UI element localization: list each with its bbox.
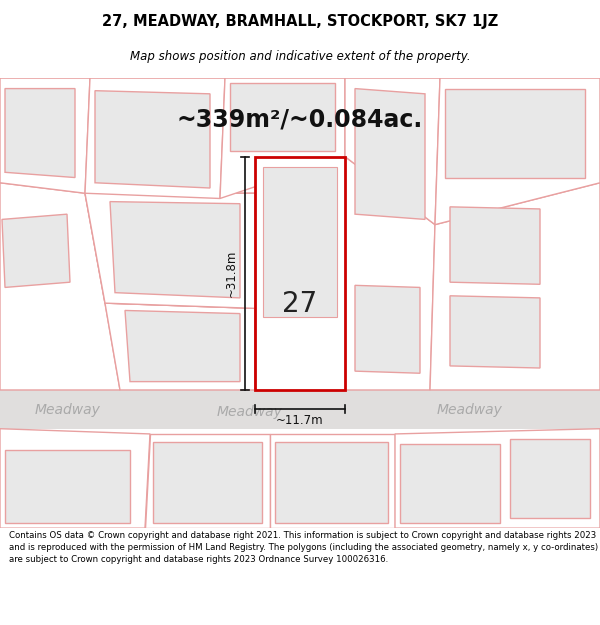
Polygon shape: [450, 207, 540, 284]
Polygon shape: [0, 390, 600, 429]
Polygon shape: [153, 442, 262, 523]
Polygon shape: [2, 214, 70, 288]
Polygon shape: [5, 449, 130, 523]
Polygon shape: [5, 89, 75, 177]
Polygon shape: [435, 78, 600, 224]
Text: Meadway: Meadway: [35, 403, 101, 417]
Polygon shape: [85, 193, 255, 308]
Text: Map shows position and indicative extent of the property.: Map shows position and indicative extent…: [130, 50, 470, 62]
Text: Meadway: Meadway: [437, 403, 503, 417]
Polygon shape: [263, 167, 337, 317]
Polygon shape: [510, 439, 590, 518]
Text: Contains OS data © Crown copyright and database right 2021. This information is : Contains OS data © Crown copyright and d…: [9, 531, 598, 564]
Polygon shape: [445, 89, 585, 177]
Polygon shape: [275, 442, 388, 523]
Polygon shape: [220, 78, 345, 199]
Polygon shape: [450, 296, 540, 368]
Text: ~11.7m: ~11.7m: [276, 414, 324, 427]
Polygon shape: [85, 193, 255, 390]
Polygon shape: [85, 78, 225, 199]
Text: Meadway: Meadway: [217, 405, 283, 419]
Polygon shape: [230, 83, 335, 151]
Polygon shape: [0, 78, 90, 193]
Polygon shape: [430, 182, 600, 390]
Polygon shape: [255, 157, 345, 390]
Polygon shape: [0, 182, 120, 390]
Polygon shape: [145, 434, 270, 528]
Polygon shape: [125, 311, 240, 382]
Text: ~31.8m: ~31.8m: [224, 249, 238, 297]
Text: ~339m²/~0.084ac.: ~339m²/~0.084ac.: [177, 108, 423, 132]
Polygon shape: [355, 286, 420, 373]
Polygon shape: [105, 303, 255, 390]
Polygon shape: [400, 444, 500, 523]
Polygon shape: [95, 91, 210, 188]
Polygon shape: [0, 429, 150, 528]
Polygon shape: [270, 434, 395, 528]
Polygon shape: [345, 157, 435, 390]
Text: 27: 27: [283, 289, 317, 318]
Polygon shape: [355, 89, 425, 219]
Polygon shape: [395, 429, 600, 528]
Polygon shape: [110, 202, 240, 298]
Text: 27, MEADWAY, BRAMHALL, STOCKPORT, SK7 1JZ: 27, MEADWAY, BRAMHALL, STOCKPORT, SK7 1J…: [102, 14, 498, 29]
Polygon shape: [345, 78, 440, 224]
